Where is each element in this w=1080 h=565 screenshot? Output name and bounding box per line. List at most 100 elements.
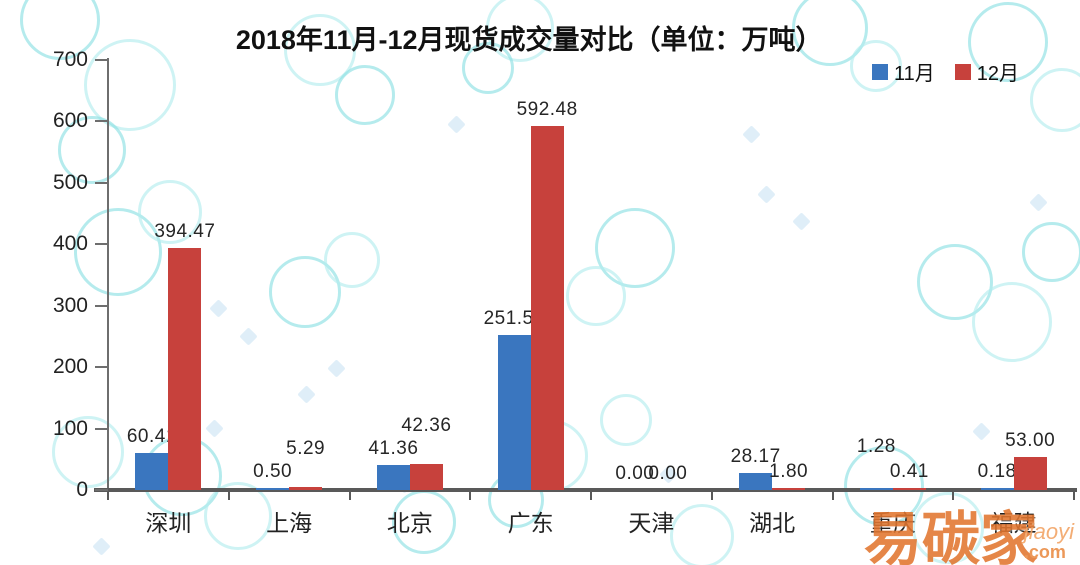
- bar-value-label: 0.41: [889, 460, 929, 482]
- x-axis-category-label: 北京: [386, 510, 433, 536]
- decorative-circle: [84, 39, 176, 131]
- bar-11月-北京: [376, 464, 410, 490]
- y-axis-tick: [95, 120, 108, 123]
- bar-11月-广东: [497, 335, 531, 490]
- bar-12月-湖北: [772, 487, 806, 490]
- bar-12月-深圳: [168, 247, 202, 490]
- y-axis-tick: [95, 59, 108, 61]
- x-axis-category-label: 湖北: [749, 510, 796, 536]
- bar-value-label: 1.80: [769, 460, 809, 482]
- decorative-circle: [792, 0, 868, 66]
- decorative-circle: [1030, 68, 1080, 132]
- bar-12月-重庆: [892, 487, 926, 490]
- y-axis-tick-label: 600: [52, 109, 88, 133]
- y-axis-tick: [95, 181, 108, 184]
- bar-12月-福建: [1013, 457, 1047, 490]
- bar-value-label: 251.52: [483, 308, 545, 330]
- x-axis-tick: [710, 492, 713, 500]
- bar-11月-福建: [980, 487, 1014, 490]
- bar-value-label: 1.28: [856, 435, 896, 457]
- decorative-circle: [138, 180, 202, 244]
- decorative-circle: [324, 232, 380, 288]
- bar-value-label: 60.41: [126, 425, 177, 447]
- x-axis-category-label: 广东: [507, 510, 554, 536]
- y-axis-tick-label: 0: [76, 478, 88, 501]
- decorative-circle: [20, 0, 100, 60]
- bar-12月-广东: [530, 126, 564, 490]
- decorative-circle: [912, 492, 984, 564]
- decorative-circle: [917, 244, 993, 320]
- bar-12月-上海: [289, 486, 323, 490]
- decorative-circle: [850, 40, 902, 92]
- y-axis-tick-label: 400: [52, 232, 88, 256]
- decorative-circle: [600, 394, 652, 446]
- bar-11月-深圳: [135, 452, 169, 490]
- decorative-circle: [595, 208, 675, 288]
- decorative-circle: [335, 65, 395, 125]
- decorative-circle: [486, 0, 554, 62]
- bar-value-label: 0.18: [977, 460, 1017, 482]
- y-axis-line: [107, 58, 109, 491]
- y-axis-tick-label: 100: [52, 416, 88, 440]
- x-axis-category-label: 福建: [990, 510, 1037, 536]
- x-axis-category-label: 深圳: [145, 510, 192, 536]
- decorative-circle: [462, 42, 514, 94]
- bar-value-label: 42.36: [401, 414, 452, 436]
- decorative-circle: [844, 446, 924, 526]
- bar-value-label: 41.36: [368, 437, 419, 459]
- bar-11月-上海: [256, 487, 290, 490]
- x-axis-tick: [1073, 492, 1075, 500]
- y-axis-tick: [95, 366, 108, 369]
- bar-value-label: 5.29: [286, 437, 326, 459]
- x-axis-line: [94, 488, 1077, 492]
- bar-12月-北京: [409, 463, 443, 490]
- chart-title: 2018年11月-12月现货成交量对比（单位：万吨）: [235, 25, 823, 55]
- bar-value-label: 592.48: [516, 99, 578, 121]
- x-axis-category-label: 重庆: [869, 510, 916, 536]
- legend-label-nov: 11月: [894, 63, 935, 85]
- y-axis-tick: [95, 243, 108, 246]
- y-axis-tick-label: 300: [52, 293, 88, 317]
- y-axis-tick-label: 200: [52, 355, 88, 379]
- y-axis-tick: [95, 304, 108, 307]
- decorative-circle: [670, 504, 734, 565]
- x-axis-tick: [227, 492, 230, 500]
- y-axis-tick: [95, 489, 108, 491]
- x-axis-tick: [590, 492, 592, 500]
- decorative-circle: [52, 416, 124, 488]
- y-axis-tick-label: 700: [52, 48, 88, 71]
- decorative-circle: [284, 14, 356, 86]
- x-axis-tick: [952, 492, 955, 500]
- decorative-circle: [566, 266, 626, 326]
- bar-value-label: 0.00: [615, 463, 655, 484]
- legend-label-dec: 12月: [976, 63, 1020, 85]
- bar-value-label: 28.17: [730, 445, 781, 467]
- x-axis-tick: [348, 492, 351, 500]
- decorative-circle: [58, 116, 126, 184]
- x-axis-tick: [469, 492, 472, 500]
- decorative-circle: [968, 2, 1048, 82]
- bar-value-label: 53.00: [1005, 430, 1056, 452]
- legend-swatch-nov: [872, 63, 888, 80]
- x-axis-category-label: 上海: [266, 510, 313, 536]
- bar-value-label: 0.00: [648, 463, 688, 484]
- bar-11月-湖北: [739, 472, 773, 490]
- legend-swatch-dec: [954, 63, 971, 80]
- legend-item-dec: 12月: [954, 57, 1020, 86]
- legend-item-nov: 11月: [872, 57, 935, 86]
- x-axis-category-label: 天津: [628, 510, 675, 536]
- chart-legend: 11月 12月: [872, 57, 1019, 86]
- bar-value-label: 0.50: [253, 460, 293, 482]
- x-axis-tick: [107, 492, 109, 500]
- decorative-circle: [972, 282, 1052, 362]
- decorative-circle: [74, 208, 162, 296]
- bar-11月-重庆: [859, 487, 893, 490]
- y-axis-tick: [95, 427, 108, 430]
- bar-value-label: 394.47: [154, 220, 216, 242]
- y-axis-tick-label: 500: [52, 170, 88, 194]
- decorative-circle: [204, 482, 272, 550]
- decorative-circle: [269, 256, 341, 328]
